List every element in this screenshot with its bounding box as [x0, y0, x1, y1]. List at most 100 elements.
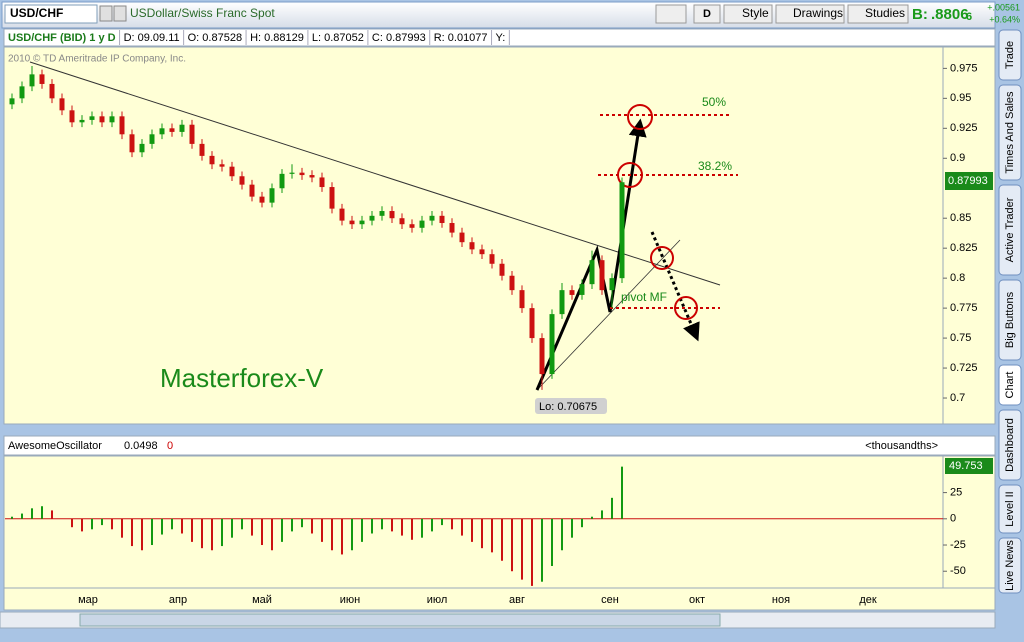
candle-body [429, 215, 435, 221]
candle-body [369, 215, 375, 221]
candle-body [299, 172, 305, 176]
scroll-thumb[interactable] [79, 613, 721, 627]
osc-bar [341, 518, 343, 555]
info-field: O: 0.87528 [188, 32, 242, 44]
y-tick-label: 0.95 [950, 92, 971, 104]
osc-bar [541, 518, 543, 582]
y-tick-label: 0.775 [950, 302, 978, 314]
osc-bar [31, 508, 33, 519]
period-button[interactable] [693, 4, 721, 24]
osc-bar [141, 518, 143, 551]
osc-last: 49.753 [949, 460, 983, 472]
y-tick-label: 25 [950, 487, 962, 499]
symbol: USD/CHF [10, 6, 63, 20]
menu-button[interactable] [113, 5, 127, 22]
osc-bar [281, 518, 283, 542]
side-tab[interactable] [998, 29, 1022, 81]
candle-body [499, 263, 505, 276]
y-tick-label: 0.975 [950, 62, 978, 74]
osc-last-badge [945, 458, 993, 474]
period: D [703, 8, 711, 20]
osc-bar [71, 518, 73, 528]
y-tick-label: 0.825 [950, 242, 978, 254]
studies-button[interactable] [847, 4, 909, 24]
low-badge [535, 398, 607, 414]
osc-bar [221, 518, 223, 547]
osc-bar [151, 518, 153, 546]
osc-bar [501, 518, 503, 561]
info-bar [3, 28, 996, 47]
candle-body [79, 119, 85, 123]
side-tab[interactable] [998, 484, 1022, 534]
side-tab-label: Times And Sales [1004, 91, 1016, 174]
side-tab[interactable] [998, 409, 1022, 481]
bid-label: B: [912, 6, 928, 23]
info-field: R: 0.01077 [434, 32, 488, 44]
drawings-label: Drawings [793, 6, 843, 20]
change-pct: +0.64% [989, 14, 1020, 24]
osc-header [3, 435, 996, 456]
y-tick-label: -25 [950, 539, 966, 551]
osc-bar [461, 518, 463, 536]
month-label: июн [340, 594, 360, 606]
style-button[interactable] [723, 4, 773, 24]
osc-bar [361, 518, 363, 542]
side-tab-label: Big Buttons [1004, 291, 1016, 348]
osc-bar [411, 518, 413, 540]
link-button[interactable] [99, 5, 113, 22]
osc-bar [401, 518, 403, 536]
osc-bar [351, 518, 353, 551]
osc-panel [3, 455, 996, 589]
osc-bar [591, 516, 593, 519]
osc-bar [191, 518, 193, 542]
drawings-button[interactable] [775, 4, 845, 24]
candle-body [139, 143, 145, 153]
month-label: июл [427, 594, 448, 606]
candle-body [99, 116, 105, 123]
side-tab[interactable] [998, 537, 1022, 594]
candle-body [589, 260, 595, 285]
osc-bar [121, 518, 123, 538]
osc-bar [451, 518, 453, 530]
side-tab[interactable] [998, 84, 1022, 181]
description: USDollar/Swiss Franc Spot [130, 6, 275, 20]
month-label: окт [689, 594, 705, 606]
osc-bar [311, 518, 313, 534]
side-tab-label: Chart [1004, 372, 1016, 399]
side-tab[interactable] [998, 364, 1022, 406]
y-tick-label: -50 [950, 565, 966, 577]
osc-bar [621, 466, 623, 519]
candle-body [479, 249, 485, 255]
candle-body [199, 143, 205, 156]
low-label: Lo: 0.70675 [539, 401, 597, 413]
osc-bar [481, 518, 483, 549]
month-label: авг [509, 594, 525, 606]
osc-bar [441, 518, 443, 526]
candle-body [189, 124, 195, 144]
month-label: мар [78, 594, 98, 606]
candle-body [169, 128, 175, 132]
osc-units: <thousandths> [865, 440, 938, 452]
candle-body [579, 284, 585, 295]
studies-label: Studies [865, 6, 905, 20]
candle-body [49, 83, 55, 99]
osc-name: AwesomeOscillator [8, 440, 102, 452]
osc-bar [431, 518, 433, 532]
candle-body [609, 278, 615, 291]
candle-body [459, 232, 465, 243]
side-tab[interactable] [998, 184, 1022, 276]
tools-button[interactable] [655, 4, 687, 24]
candle-body [349, 220, 355, 225]
y-tick-label: 0.7 [950, 392, 965, 404]
candle-body [279, 173, 285, 189]
candle-body [549, 314, 555, 375]
osc-bar [241, 518, 243, 530]
symbol-box[interactable] [4, 4, 98, 24]
candle-body [519, 290, 525, 309]
candle-body [249, 184, 255, 197]
candle-body [329, 187, 335, 209]
change: +.00561 [987, 2, 1020, 12]
side-tab[interactable] [998, 279, 1022, 361]
candle-body [599, 260, 605, 291]
osc-bar [331, 518, 333, 551]
